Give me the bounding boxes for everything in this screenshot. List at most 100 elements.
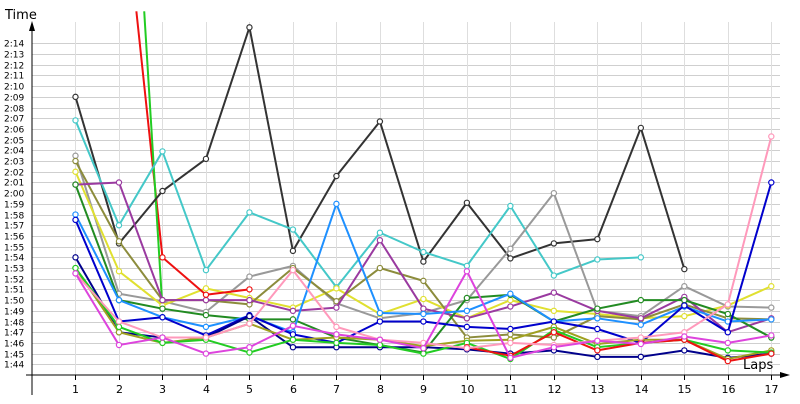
data-point [507, 325, 514, 333]
data-point [550, 189, 558, 197]
data-point [420, 277, 427, 285]
data-point [115, 222, 123, 229]
data-point [72, 181, 79, 188]
data-point [115, 238, 123, 245]
data-point [420, 305, 427, 312]
y-tick-label: 2:08 [4, 105, 24, 115]
y-tick-label: 1:45 [4, 351, 24, 361]
data-point [724, 301, 732, 308]
data-point [376, 336, 384, 343]
data-point [72, 216, 79, 224]
data-point [202, 291, 210, 298]
y-tick-label: 2:00 [4, 190, 24, 200]
data-point [594, 353, 601, 361]
x-tick-label: 6 [290, 383, 297, 396]
data-point [72, 211, 79, 218]
data-point [159, 254, 166, 261]
data-point [507, 296, 514, 304]
data-point [376, 318, 384, 325]
data-point [768, 332, 775, 339]
data-point [289, 322, 297, 329]
x-tick-label: 13 [591, 383, 605, 396]
data-point [637, 254, 645, 261]
data-point [289, 247, 297, 255]
data-point [202, 296, 210, 304]
data-point [376, 118, 384, 125]
y-tick-label: 1:56 [4, 233, 24, 243]
x-tick-label: 17 [765, 383, 779, 396]
data-point [289, 343, 297, 351]
series-line [466, 331, 772, 363]
data-point [202, 155, 210, 163]
y-tick-label: 1:54 [4, 254, 24, 264]
data-point [333, 339, 340, 347]
data-point [681, 296, 688, 304]
data-point [72, 264, 79, 272]
data-point [333, 304, 340, 311]
data-point [724, 329, 732, 336]
data-point [463, 262, 471, 270]
y-tick-label: 1:59 [4, 201, 24, 211]
data-point [246, 349, 253, 356]
data-point [289, 307, 297, 315]
data-point [72, 254, 79, 261]
data-point [550, 289, 558, 296]
data-point [376, 229, 384, 236]
y-tick-label: 2:04 [4, 147, 24, 157]
y-tick-label: 2:13 [4, 51, 24, 61]
x-tick-label: 8 [377, 383, 384, 396]
data-point [507, 255, 514, 262]
data-point [637, 296, 645, 304]
data-point [681, 302, 688, 309]
y-tick-label: 1:52 [4, 276, 24, 286]
data-point [594, 325, 601, 333]
y-tick-label: 2:03 [4, 158, 24, 168]
data-point [550, 307, 558, 315]
data-point [550, 318, 558, 325]
data-point [333, 172, 340, 180]
data-point [507, 339, 514, 347]
y-tick-label: 2:11 [4, 72, 24, 82]
data-point [202, 285, 210, 292]
x-tick-labels: 1 2 3 4 5 6 7 8 9 10 11 12 13 14 15 16 17 [72, 375, 779, 396]
data-point [594, 235, 601, 243]
data-point [507, 303, 514, 310]
data-point [507, 202, 514, 210]
data-point [463, 199, 471, 206]
y-tick-label: 1:47 [4, 329, 24, 339]
data-point [246, 312, 253, 320]
data-point [681, 312, 688, 320]
data-point [72, 168, 79, 175]
data-point [420, 295, 427, 303]
data-point [463, 268, 471, 275]
x-tick-label: 2 [116, 383, 123, 396]
data-point [202, 266, 210, 274]
data-point [420, 318, 427, 325]
y-tick-label: 1:57 [4, 222, 24, 232]
x-tick-label: 1 [72, 383, 79, 396]
data-point [246, 286, 253, 293]
data-point [768, 316, 775, 323]
data-point [637, 315, 645, 322]
data-point [202, 323, 210, 331]
y-tick-label: 2:14 [4, 40, 24, 50]
data-point [115, 323, 123, 331]
x-tick-label: 15 [678, 383, 692, 396]
data-point [768, 350, 775, 357]
data-point [507, 290, 514, 297]
x-tick-label: 11 [504, 383, 518, 396]
data-point [159, 314, 166, 321]
y-tick-label: 1:55 [4, 244, 24, 254]
x-tick-label: 9 [420, 383, 427, 396]
y-tick-label: 2:02 [4, 169, 24, 179]
data-point [550, 240, 558, 247]
x-tick-label: 5 [246, 383, 253, 396]
data-point [681, 283, 688, 290]
data-point [637, 353, 645, 361]
data-point [202, 311, 210, 319]
data-point [594, 305, 601, 312]
y-tick-label: 2:01 [4, 179, 24, 189]
data-point [202, 350, 210, 357]
data-point [72, 93, 79, 101]
